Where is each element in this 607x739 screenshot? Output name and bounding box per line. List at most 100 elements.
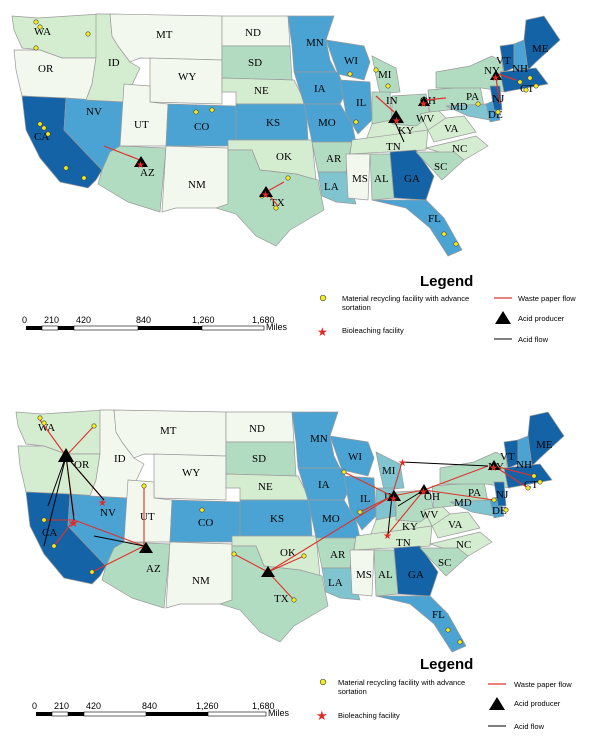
- scale-seg: [58, 326, 74, 330]
- label-ks: KS: [266, 117, 280, 129]
- bioleach-star-mi: ★: [398, 458, 407, 469]
- waste-flow-de-ny: [495, 77, 501, 105]
- recycler: [41, 125, 47, 131]
- label-az: AZ: [140, 167, 155, 179]
- label-nc: NC: [456, 539, 471, 551]
- label-nv: NV: [100, 507, 116, 519]
- scale-unit: Miles: [266, 322, 288, 332]
- bioleach-star-ca: ★: [68, 516, 79, 530]
- state-la: [321, 567, 361, 601]
- waste-flow: [387, 489, 425, 535]
- recycler: [525, 485, 531, 491]
- state-labels-bottom: WA OR CA NV ID MT WY UT AZ CO NM ND SD N…: [38, 422, 553, 621]
- acid-producer-az: [139, 542, 153, 553]
- label-vt: VT: [500, 451, 515, 463]
- scale-bar-top: 0 210 420 840 1,260 1,680 Miles: [22, 315, 288, 332]
- recycler: [517, 79, 523, 85]
- label-ga: GA: [404, 173, 420, 185]
- state-wi: [325, 39, 371, 81]
- legend-title: Legend: [420, 273, 473, 290]
- label-or: OR: [38, 63, 54, 75]
- label-sd: SD: [248, 57, 262, 69]
- bioleach-star-nv: ★: [98, 498, 107, 509]
- legend-bioleach-symbol: ★: [316, 708, 328, 723]
- acid-flow: [43, 455, 67, 547]
- recycler: [193, 109, 199, 115]
- label-wi: WI: [348, 451, 362, 463]
- scale-tick-1260: 1,260: [192, 315, 215, 325]
- state-az: [101, 541, 171, 609]
- label-al: AL: [378, 569, 393, 581]
- waste-flow-ct-ny: [497, 73, 517, 81]
- label-al: AL: [374, 173, 389, 185]
- recycler: [45, 131, 51, 137]
- acid-flow: [401, 461, 489, 467]
- bioleach-star-in: ★: [389, 494, 398, 505]
- label-va: VA: [448, 519, 463, 531]
- legend-recycling-label: Material recycling facility with advance: [338, 678, 465, 687]
- waste-flow-ca-az: [103, 145, 141, 161]
- state-sc: [419, 547, 469, 577]
- label-tn: TN: [396, 537, 411, 549]
- label-nc: NC: [452, 143, 467, 155]
- legend-bioleach-label: Bioleaching facility: [338, 711, 400, 720]
- recycler: [89, 569, 95, 575]
- legend-acid-flow-label: Acid flow: [514, 722, 545, 731]
- state-tx: [218, 545, 329, 643]
- waste-flow: [73, 519, 145, 547]
- label-wa: WA: [38, 422, 55, 434]
- label-sc: SC: [434, 161, 447, 173]
- acid-producer-az: [134, 156, 148, 167]
- acid-producer-tx: [259, 186, 273, 197]
- label-in: IN: [386, 95, 398, 107]
- label-fl: FL: [428, 213, 441, 225]
- acid-producer-oh: [418, 484, 430, 494]
- waste-flow: [91, 545, 145, 573]
- label-la: LA: [324, 181, 339, 193]
- bioleach-star-ny: ★: [489, 463, 498, 474]
- scale-tick-1680: 1,680: [252, 315, 275, 325]
- acid-flows-bottom: [43, 455, 489, 547]
- label-co: CO: [194, 121, 209, 133]
- state-va: [431, 511, 481, 539]
- label-ms: MS: [356, 569, 372, 581]
- waste-flow: [65, 425, 95, 457]
- label-ut: UT: [134, 119, 149, 131]
- waste-flow: [343, 471, 393, 497]
- scale-tick-0: 0: [22, 315, 27, 325]
- recycler: [301, 553, 307, 559]
- legend-waste-flow-label: Waste paper flow: [518, 294, 576, 303]
- state-fl: [371, 199, 463, 257]
- state-labels: WA OR CA NV ID MT WY UT AZ CO NM ND SD N…: [34, 26, 549, 225]
- recycler: [209, 107, 215, 113]
- map-svg-bottom: WA OR CA NV ID MT WY UT AZ CO NM ND SD N…: [15, 409, 572, 731]
- label-nd: ND: [245, 27, 261, 39]
- state-nm: [161, 145, 229, 213]
- scale-tick-420: 420: [86, 701, 101, 711]
- recycler: [373, 67, 379, 73]
- scale-seg: [68, 712, 84, 716]
- legend-bioleach-symbol: ★: [317, 325, 328, 339]
- recycler: [353, 119, 359, 125]
- state-ms: [349, 549, 375, 597]
- waste-flow: [391, 489, 425, 497]
- recycling-facilities: [33, 19, 539, 247]
- label-nj: NJ: [492, 93, 505, 105]
- bioleach-star-ny: ★: [491, 73, 500, 84]
- legend-bioleach-label: Bioleaching facility: [342, 326, 404, 335]
- label-ks: KS: [270, 513, 284, 525]
- recycler: [141, 483, 147, 489]
- waste-flow-il-in: [375, 95, 395, 113]
- acid-producer-or: [58, 448, 74, 462]
- label-tx: TX: [274, 593, 289, 605]
- label-mo: MO: [322, 513, 340, 525]
- scale-tick-210: 210: [54, 701, 69, 711]
- waste-flow: [359, 495, 393, 513]
- recycler: [41, 517, 47, 523]
- label-co: CO: [198, 517, 213, 529]
- label-md: MD: [454, 497, 472, 509]
- legend-recycler-symbol: [319, 294, 327, 302]
- acid-flow: [387, 495, 393, 535]
- waste-flow: [391, 461, 403, 497]
- scale-seg: [207, 711, 267, 717]
